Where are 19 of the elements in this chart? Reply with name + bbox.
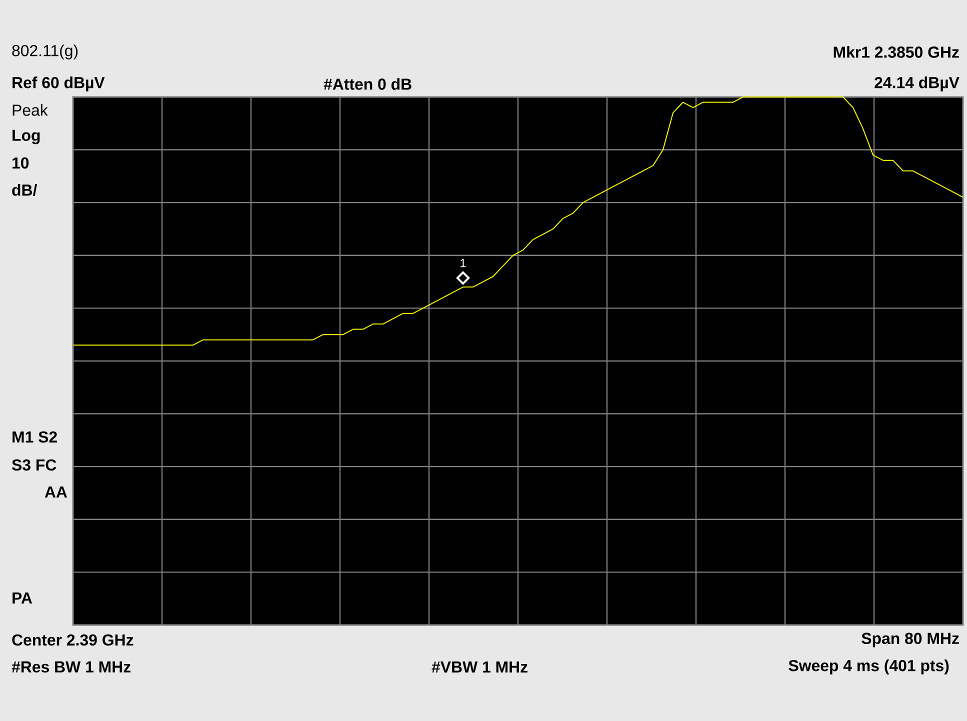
text: Peak	[12, 104, 48, 116]
chart-title: 802.11(g)	[12, 44, 78, 60]
text: Sweep 4 ms (401 pts)	[788, 660, 949, 674]
text: AA	[44, 486, 68, 498]
text: Log	[12, 130, 40, 144]
text: #Atten 0 dB	[324, 78, 412, 90]
text: #VBW 1 MHz	[432, 662, 528, 672]
text: PA	[12, 592, 32, 604]
text: Span 80 MHz	[862, 632, 959, 648]
text: Ref 60 dBµV	[12, 76, 105, 92]
text: Center 2.39 GHz	[12, 634, 134, 646]
text: S3 FC	[12, 459, 56, 471]
annotation: 1	[460, 258, 466, 268]
text: M1 S2	[12, 431, 57, 443]
text: #Res BW 1 MHz	[12, 661, 130, 673]
text: Mkr1 2.3850 GHz	[834, 46, 959, 58]
text: dB/	[12, 184, 38, 196]
text: 10	[12, 157, 29, 169]
text: 24.14 dBµV	[874, 76, 960, 92]
